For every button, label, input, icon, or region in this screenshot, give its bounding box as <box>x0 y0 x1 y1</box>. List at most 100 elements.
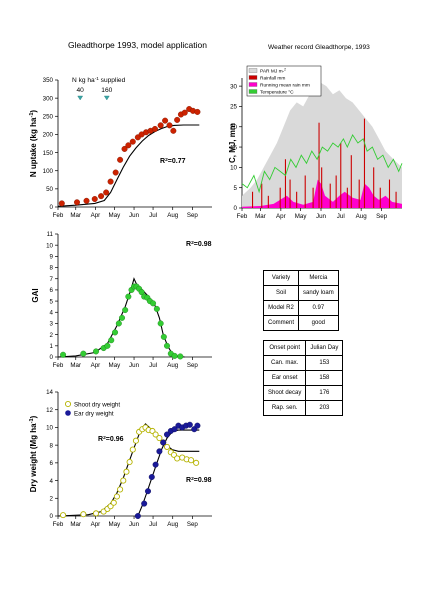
shoot-data-point <box>156 435 163 442</box>
shoot-data-point <box>60 512 67 519</box>
table-header-label: Onset point <box>262 340 307 356</box>
x-tick-label: May <box>295 213 308 220</box>
y-axis-label: Dry weight (Mg ha-1) <box>29 415 38 492</box>
shoot-data-point <box>80 511 87 518</box>
x-tick-label: Aug <box>167 212 179 219</box>
shoot-data-point <box>163 443 171 450</box>
table-label: Comment <box>262 315 300 331</box>
gai-chart: 0 1 2 3 4 5 6 7 8 9 10 11 Feb Mar Apr May Jun Jul Aug Sep GA… <box>31 231 212 369</box>
y-axis-label-group: N uptake (kg ha-1) <box>29 110 38 178</box>
legend-label: Shoot dry weight <box>74 402 120 409</box>
table-row: Rap. sen. 203 <box>262 400 344 416</box>
r2-ear-label: R2=0.98 <box>186 476 212 485</box>
table-value: 203 <box>305 400 344 416</box>
x-tick-label: Jun <box>316 213 327 220</box>
data-point <box>108 337 115 344</box>
y-tick-label: 100 <box>43 168 54 175</box>
n-application-marker <box>103 95 110 101</box>
data-point <box>121 145 128 152</box>
annotation-label: N kg ha-1 supplied <box>72 76 126 85</box>
data-point <box>174 116 181 123</box>
data-point <box>58 200 65 207</box>
x-tick-label: Jun <box>129 521 140 528</box>
y-tick-label: 2 <box>50 332 54 339</box>
y-tick-label: 300 <box>43 95 54 102</box>
data-point <box>150 300 157 307</box>
x-tick-label: Jul <box>149 362 157 369</box>
legend-marker <box>65 410 71 416</box>
shoot-data-point <box>129 446 136 453</box>
shoot-data-point <box>126 458 133 466</box>
data-point <box>177 353 184 360</box>
table-label: Can. max. <box>262 355 307 371</box>
shoot-data-point <box>110 499 117 506</box>
data-point <box>91 196 98 203</box>
x-tick-label: Feb <box>53 521 64 528</box>
legend-label: Temperature °C <box>260 90 294 96</box>
table-label: Soil <box>262 285 300 301</box>
ear-data-point <box>194 422 201 429</box>
y-tick-label: 8 <box>50 442 54 449</box>
par-area <box>242 82 402 208</box>
ear-data-point <box>134 512 141 519</box>
y-tick-label: 200 <box>43 132 54 139</box>
ear-data-point <box>141 500 148 507</box>
legend-swatch <box>248 89 258 94</box>
legend-marker <box>64 400 72 408</box>
y-tick-label: 0 <box>50 204 54 211</box>
legend-label: Running mean rain mm <box>260 83 310 89</box>
y-tick-label: 20 <box>230 124 237 131</box>
ear-data-point <box>156 448 163 455</box>
data-point <box>157 320 164 327</box>
y-tick-label: 14 <box>46 389 53 396</box>
y-tick-label: 250 <box>43 113 54 120</box>
y-tick-label: 0 <box>50 513 54 520</box>
x-tick-label: Apr <box>276 213 286 220</box>
data-point <box>125 293 132 300</box>
data-point <box>181 109 188 116</box>
table-row: Can. max. 153 <box>262 355 344 371</box>
table-value: 158 <box>305 370 344 386</box>
r2-label: R2=0.98 <box>186 240 212 249</box>
y-tick-label: 50 <box>46 186 53 193</box>
y-tick-label: 4 <box>50 309 54 316</box>
x-tick-label: Jul <box>149 212 157 219</box>
x-tick-label: Aug <box>167 362 179 369</box>
legend-swatch <box>248 68 258 73</box>
data-point <box>157 122 164 129</box>
data-point <box>138 289 145 296</box>
x-tick-label: Sep <box>187 212 199 219</box>
model-line <box>57 124 200 207</box>
n-uptake-chart: 0 50 100 150 200 250 300 350 Feb Mar Apr May Jun Jul A… <box>29 76 212 219</box>
x-tick-label: Mar <box>70 521 81 528</box>
ear-data-point <box>164 431 171 438</box>
data-point <box>160 333 167 340</box>
data-point <box>117 156 124 163</box>
table-header-value: Julian Day <box>305 340 344 356</box>
legend-box <box>246 65 322 97</box>
shoot-data-point <box>120 477 127 484</box>
data-point <box>104 342 111 349</box>
table-value: Mercia <box>298 270 339 286</box>
y-axis-label-group: Dry weight (Mg ha-1) <box>29 415 38 492</box>
table-row: Ear onset 158 <box>262 370 344 386</box>
data-point <box>103 189 110 196</box>
y-tick-label: 15 <box>230 144 237 151</box>
table-row: Model R2 0.97 <box>262 300 339 316</box>
n-amount-label: 160 <box>101 87 112 94</box>
table-row: Comment good <box>262 315 339 331</box>
y-tick-label: 3 <box>50 321 54 328</box>
n-application-marker <box>77 95 84 101</box>
x-tick-label: Feb <box>53 362 64 369</box>
y-tick-label: 30 <box>230 83 237 90</box>
shoot-data-point <box>117 486 124 493</box>
data-point <box>83 197 90 204</box>
y-axis-label: C, MJ, mm <box>228 123 237 163</box>
y-tick-label: 350 <box>43 77 54 84</box>
y-axis-label: N uptake (kg ha-1) <box>29 110 38 178</box>
ear-data-point <box>171 426 178 433</box>
ear-data-point <box>148 474 155 481</box>
ear-data-point <box>144 488 151 495</box>
shoot-data-point <box>193 459 200 466</box>
model-r-label: Model R2 <box>268 305 294 311</box>
